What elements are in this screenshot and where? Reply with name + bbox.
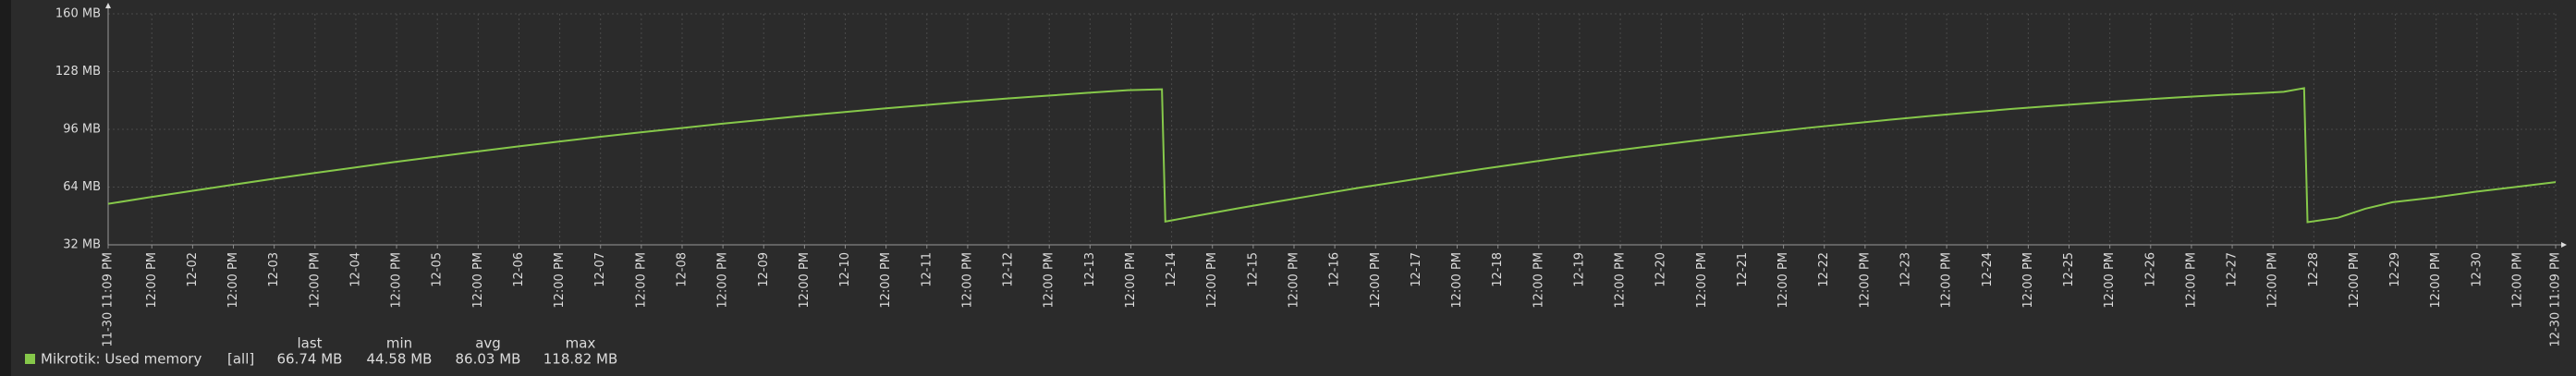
side-strip	[0, 0, 11, 376]
x-tick-label: 12:00 PM	[634, 252, 648, 309]
x-tick-label: 12-26	[2143, 252, 2157, 287]
x-tick-label: 12:00 PM	[226, 252, 240, 309]
x-tick-label: 12:00 PM	[1858, 252, 1872, 309]
legend-value: 66.74 MB	[277, 351, 343, 368]
legend-header: last	[297, 335, 322, 352]
x-tick-label: 12:00 PM	[1532, 252, 1545, 309]
x-tick-label: 12-14	[1165, 252, 1178, 287]
x-tick-label: 12-18	[1491, 252, 1505, 287]
x-tick-label: 12:00 PM	[1205, 252, 1219, 309]
x-tick-label: 12-10	[838, 252, 852, 287]
x-tick-label: 12-25	[2062, 252, 2076, 287]
x-tick-label: 12-07	[593, 252, 607, 287]
x-tick-label: 12:00 PM	[2103, 252, 2117, 309]
axis-arrow	[105, 3, 111, 8]
x-tick-label: 12-16	[1328, 252, 1342, 287]
x-tick-label: 12-05	[431, 252, 445, 287]
x-tick-label: 12:00 PM	[1614, 252, 1628, 309]
x-tick-label: 11-30 11:09 PM	[102, 252, 116, 347]
legend-label: Mikrotik: Used memory	[41, 351, 201, 368]
x-tick-label: 12-11	[920, 252, 934, 287]
y-tick-label: 160 MB	[55, 7, 101, 21]
x-tick-label: 12:00 PM	[2348, 252, 2362, 309]
x-tick-label: 12:00 PM	[308, 252, 322, 309]
x-tick-label: 12-04	[348, 252, 362, 287]
x-tick-label: 12-22	[1817, 252, 1831, 287]
x-tick-label: 12:00 PM	[553, 252, 567, 309]
legend-scope: [all]	[227, 351, 254, 368]
x-tick-label: 12:00 PM	[1043, 252, 1056, 309]
x-tick-label: 12-13	[1083, 252, 1097, 287]
legend-header: max	[566, 335, 596, 352]
x-tick-label: 12:00 PM	[716, 252, 730, 309]
x-tick-label: 12:00 PM	[2021, 252, 2035, 309]
x-tick-label: 12-17	[1410, 252, 1423, 287]
x-tick-label: 12-28	[2307, 252, 2321, 287]
x-tick-label: 12:00 PM	[879, 252, 893, 309]
x-tick-label: 12:00 PM	[1450, 252, 1464, 309]
x-tick-label: 12:00 PM	[471, 252, 485, 309]
x-tick-label: 12-03	[267, 252, 281, 287]
legend-value: 118.82 MB	[543, 351, 618, 368]
x-tick-label: 12:00 PM	[2184, 252, 2198, 309]
x-tick-label: 12-24	[1981, 252, 1995, 287]
y-tick-label: 96 MB	[63, 123, 101, 137]
x-tick-label: 12-19	[1572, 252, 1586, 287]
x-tick-label: 12-08	[675, 252, 689, 287]
x-tick-label: 12:00 PM	[1124, 252, 1138, 309]
x-tick-label: 12-12	[1002, 252, 1016, 287]
legend-value: 86.03 MB	[456, 351, 521, 368]
x-tick-label: 12:00 PM	[1695, 252, 1709, 309]
x-tick-label: 12-06	[512, 252, 526, 287]
x-tick-label: 12:00 PM	[1287, 252, 1300, 309]
x-tick-label: 12:00 PM	[1369, 252, 1383, 309]
axis-arrow	[2561, 242, 2567, 248]
x-tick-label: 12-20	[1654, 252, 1668, 287]
x-tick-label: 12:00 PM	[390, 252, 404, 309]
y-tick-label: 128 MB	[55, 65, 101, 79]
x-tick-label: 12-02	[186, 252, 200, 287]
y-tick-label: 64 MB	[63, 180, 101, 194]
x-tick-label: 12-29	[2388, 252, 2402, 287]
x-tick-label: 12-30	[2470, 252, 2484, 287]
legend-value: 44.58 MB	[367, 351, 433, 368]
data-line	[107, 87, 2557, 224]
x-tick-label: 12:00 PM	[2266, 252, 2280, 309]
x-tick-label: 12:00 PM	[1776, 252, 1790, 309]
x-tick-label: 12-30 11:09 PM	[2549, 252, 2563, 347]
x-tick-label: 12-09	[757, 252, 771, 287]
legend-header: avg	[475, 335, 501, 352]
x-tick-label: 12:00 PM	[145, 252, 159, 309]
x-tick-label: 12:00 PM	[798, 252, 812, 309]
legend-header: min	[386, 335, 412, 352]
x-tick-label: 12-27	[2226, 252, 2240, 287]
x-tick-label: 12:00 PM	[960, 252, 974, 309]
x-tick-label: 12:00 PM	[2429, 252, 2443, 309]
x-tick-label: 12-21	[1736, 252, 1750, 287]
x-tick-label: 12:00 PM	[2510, 252, 2524, 309]
x-tick-label: 12:00 PM	[1940, 252, 1954, 309]
x-tick-label: 12-23	[1898, 252, 1912, 287]
y-tick-label: 32 MB	[63, 238, 101, 252]
x-tick-label: 12-15	[1246, 252, 1260, 287]
legend-swatch	[25, 354, 35, 364]
